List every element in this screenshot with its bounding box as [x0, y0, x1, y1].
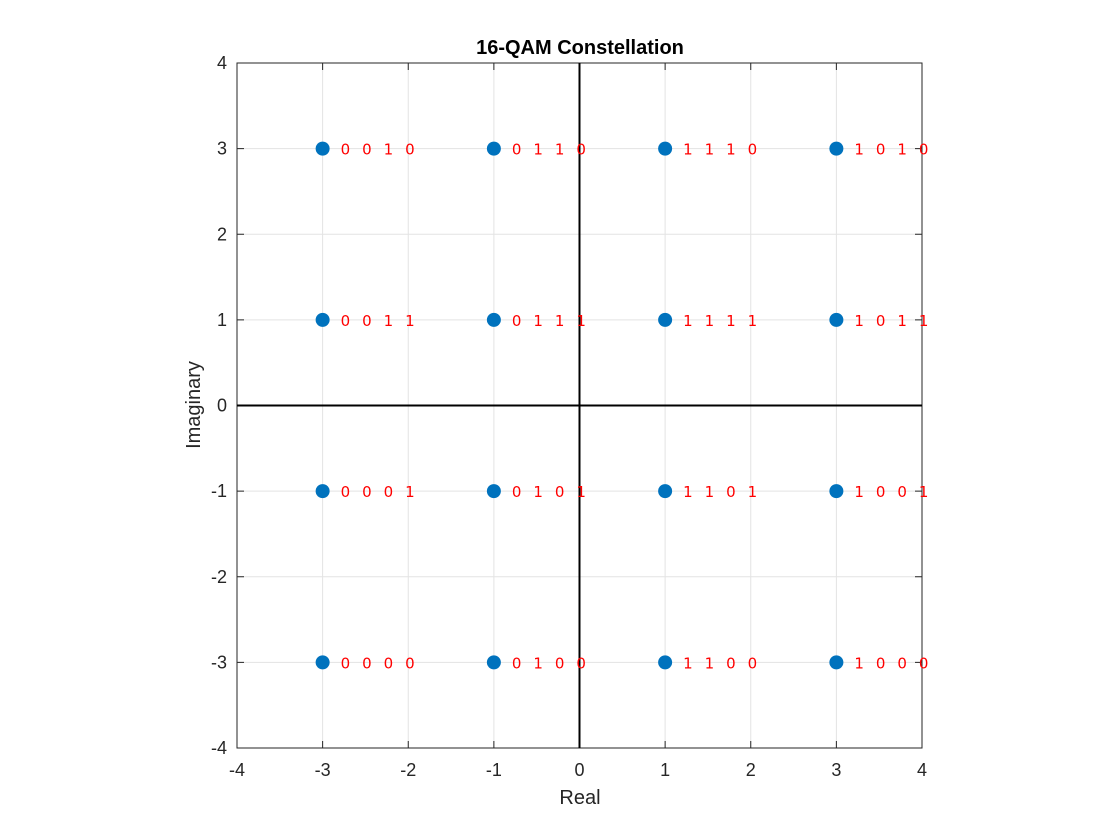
- constellation-point: [486, 484, 501, 499]
- y-axis-label: Imaginary: [183, 361, 205, 449]
- constellation-point: [486, 655, 501, 670]
- bit-label: 1 0 1 1: [854, 312, 932, 330]
- constellation-point: [486, 141, 501, 156]
- bit-label: 1 1 0 1: [683, 483, 761, 501]
- y-tick-label: -4: [211, 738, 227, 758]
- x-tick-label: 2: [746, 760, 756, 780]
- y-tick-label: 4: [217, 53, 227, 73]
- x-tick-label: 4: [917, 760, 927, 780]
- y-tick-label: -1: [211, 481, 227, 501]
- bit-label: 0 0 0 0: [341, 654, 419, 672]
- y-tick-label: 2: [217, 224, 227, 244]
- x-tick-label: -1: [486, 760, 502, 780]
- constellation-points: [315, 141, 844, 670]
- constellation-point: [658, 312, 673, 327]
- chart-title: 16-QAM Constellation: [476, 37, 684, 59]
- x-axis-label: Real: [559, 787, 600, 809]
- bit-label: 1 0 0 0: [854, 654, 932, 672]
- constellation-point: [658, 141, 673, 156]
- constellation-point: [829, 312, 844, 327]
- constellation-point: [315, 312, 330, 327]
- constellation-point: [829, 141, 844, 156]
- bit-label: 0 0 1 1: [341, 312, 419, 330]
- y-tick-label: 0: [217, 396, 227, 416]
- tick-labels: -4 -3 -2 -1 0 1 2 3 4 -4 -3 -2 -1 0 1 2 3 4: [211, 53, 927, 780]
- bit-label: 1 0 0 1: [854, 483, 932, 501]
- y-tick-label: 3: [217, 139, 227, 159]
- y-tick-label: -3: [211, 652, 227, 672]
- constellation-point: [829, 484, 844, 499]
- y-tick-label: 1: [217, 310, 227, 330]
- bit-label: 0 1 0 1: [512, 483, 590, 501]
- bit-label: 1 1 1 0: [683, 141, 761, 159]
- origin-axes: [237, 63, 922, 748]
- constellation-point: [315, 484, 330, 499]
- bit-label: 0 1 0 0: [512, 654, 590, 672]
- x-tick-label: 0: [574, 760, 584, 780]
- y-tick-label: -2: [211, 567, 227, 587]
- bit-label: 0 0 1 0: [341, 141, 419, 159]
- bit-label: 1 1 1 1: [683, 312, 761, 330]
- bit-label: 0 1 1 0: [512, 141, 590, 159]
- bit-label: 0 0 0 1: [341, 483, 419, 501]
- x-tick-label: 3: [831, 760, 841, 780]
- bit-labels: 0 0 1 0 0 1 1 0 1 1 1 0 1 0 1 0 0 0 1 1 0 1 1…: [341, 141, 932, 673]
- constellation-point: [658, 484, 673, 499]
- constellation-point: [486, 312, 501, 327]
- constellation-point: [658, 655, 673, 670]
- x-tick-label: -3: [315, 760, 331, 780]
- bit-label: 1 0 1 0: [854, 141, 932, 159]
- x-tick-label: -2: [400, 760, 416, 780]
- bit-label: 0 1 1 1: [512, 312, 590, 330]
- x-tick-label: -4: [229, 760, 245, 780]
- constellation-point: [829, 655, 844, 670]
- constellation-point: [315, 141, 330, 156]
- constellation-point: [315, 655, 330, 670]
- x-tick-label: 1: [660, 760, 670, 780]
- bit-label: 1 1 0 0: [683, 654, 761, 672]
